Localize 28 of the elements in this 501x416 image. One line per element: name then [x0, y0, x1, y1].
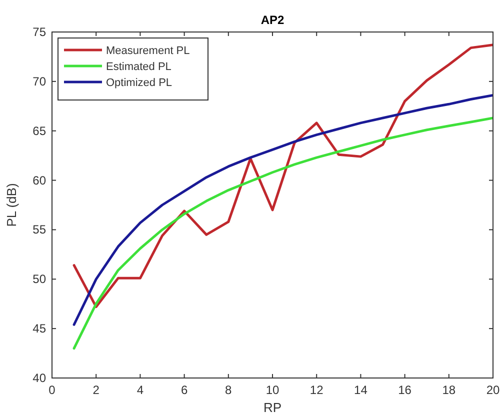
x-tick-label: 6: [180, 383, 188, 397]
y-tick-label: 50: [32, 272, 46, 286]
y-tick-label: 70: [32, 74, 46, 88]
x-tick-label: 10: [266, 383, 280, 397]
chart-title: AP2: [260, 13, 284, 27]
x-tick-label: 0: [48, 383, 56, 397]
y-tick-label: 60: [32, 173, 46, 188]
x-tick-label: 20: [486, 383, 500, 397]
line-series: [72, 116, 493, 350]
x-tick-label: 8: [225, 383, 232, 397]
legend-label: Estimated PL: [106, 61, 172, 73]
y-tick-label: 65: [32, 124, 46, 138]
x-tick-label: 12: [310, 383, 324, 397]
legend-label: Optimized PL: [106, 77, 172, 89]
x-tick-label: 14: [354, 383, 368, 397]
y-tick-label: 75: [32, 25, 46, 39]
x-tick-label: 18: [442, 383, 456, 397]
x-axis-title: RP: [263, 400, 282, 415]
line-series: [72, 44, 493, 308]
legend-label: Measurement PL: [106, 45, 190, 57]
y-tick-label: 40: [32, 371, 46, 385]
y-tick-label: 55: [32, 222, 46, 237]
x-tick-label: 16: [398, 383, 412, 397]
y-tick-label: 45: [32, 322, 46, 336]
y-axis-title: PL (dB): [4, 183, 19, 227]
line-series: [72, 94, 493, 326]
x-tick-label: 2: [92, 383, 100, 397]
x-tick-label: 4: [136, 383, 144, 397]
